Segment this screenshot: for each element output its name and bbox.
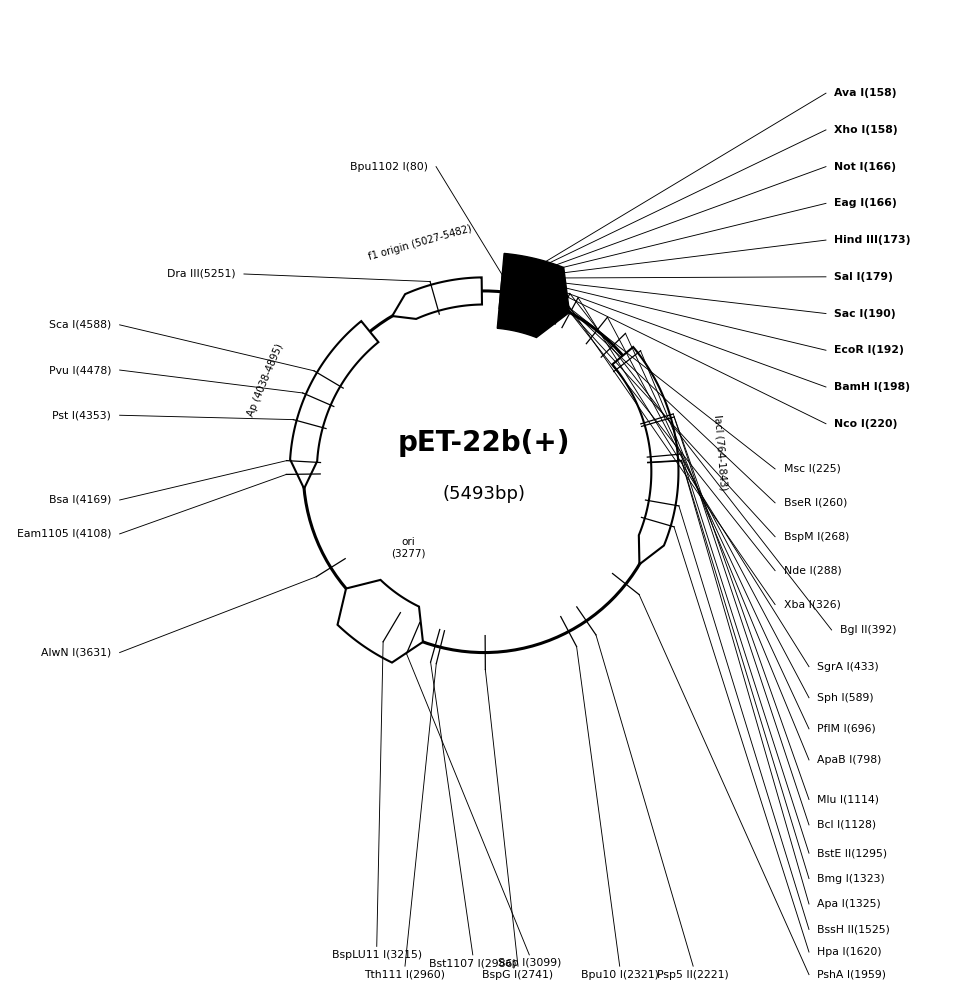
Text: (5493bp): (5493bp) — [442, 485, 525, 503]
Text: BssH II(1525): BssH II(1525) — [817, 924, 890, 934]
Text: BspM I(268): BspM I(268) — [783, 532, 849, 542]
Text: Xho I(158): Xho I(158) — [835, 125, 898, 135]
Text: Bgl II(392): Bgl II(392) — [840, 625, 897, 635]
Text: Apa I(1325): Apa I(1325) — [817, 899, 881, 909]
Text: Bcl I(1128): Bcl I(1128) — [817, 820, 877, 830]
Text: AlwN I(3631): AlwN I(3631) — [41, 648, 111, 658]
Text: Bpu1102 I(80): Bpu1102 I(80) — [350, 162, 428, 172]
Polygon shape — [612, 347, 678, 564]
Text: EcoR I(192): EcoR I(192) — [835, 345, 904, 355]
Text: Hpa I(1620): Hpa I(1620) — [817, 947, 882, 957]
Text: f1 origin (5027-5482): f1 origin (5027-5482) — [368, 224, 473, 262]
Text: PshA I(1959): PshA I(1959) — [817, 970, 886, 980]
Text: Bpu10 I(2321): Bpu10 I(2321) — [581, 970, 659, 980]
Polygon shape — [393, 277, 482, 319]
Text: BseR I(260): BseR I(260) — [783, 498, 847, 508]
Text: Tth111 I(2960): Tth111 I(2960) — [365, 970, 445, 980]
Text: pET-22b(+): pET-22b(+) — [398, 429, 570, 457]
Text: Sap I(3099): Sap I(3099) — [498, 958, 561, 968]
Text: BamH I(198): BamH I(198) — [835, 382, 910, 392]
Text: Ava I(158): Ava I(158) — [835, 88, 897, 98]
Text: Psp5 II(2221): Psp5 II(2221) — [657, 970, 729, 980]
Text: Sph I(589): Sph I(589) — [817, 693, 874, 703]
Text: BspG I(2741): BspG I(2741) — [482, 970, 554, 980]
Text: lacI (764-1843): lacI (764-1843) — [712, 415, 729, 491]
Text: Bmg I(1323): Bmg I(1323) — [817, 874, 885, 884]
Text: Ap (4038-4895): Ap (4038-4895) — [245, 342, 285, 418]
Text: Eag I(166): Eag I(166) — [835, 198, 897, 208]
Text: Bst1107 I(2986): Bst1107 I(2986) — [429, 958, 517, 968]
Text: Sac I(190): Sac I(190) — [835, 309, 896, 319]
Text: Msc I(225): Msc I(225) — [783, 464, 840, 474]
Text: Hind III(173): Hind III(173) — [835, 235, 911, 245]
Text: Nco I(220): Nco I(220) — [835, 419, 898, 429]
Polygon shape — [498, 253, 569, 338]
Text: Sca I(4588): Sca I(4588) — [49, 320, 111, 330]
Text: Pst I(4353): Pst I(4353) — [53, 410, 111, 420]
Text: Pvu I(4478): Pvu I(4478) — [49, 365, 111, 375]
Text: BspLU11 I(3215): BspLU11 I(3215) — [331, 950, 422, 960]
Text: SgrA I(433): SgrA I(433) — [817, 662, 880, 672]
Text: Dra III(5251): Dra III(5251) — [167, 269, 236, 279]
Text: Mlu I(1114): Mlu I(1114) — [817, 794, 880, 804]
Polygon shape — [290, 321, 378, 489]
Text: BstE II(1295): BstE II(1295) — [817, 848, 887, 858]
Text: Bsa I(4169): Bsa I(4169) — [49, 495, 111, 505]
Text: Nde I(288): Nde I(288) — [783, 566, 841, 576]
Text: Sal I(179): Sal I(179) — [835, 272, 893, 282]
Text: Eam1105 I(4108): Eam1105 I(4108) — [16, 529, 111, 539]
Text: Not I(166): Not I(166) — [835, 162, 897, 172]
Text: PflM I(696): PflM I(696) — [817, 724, 876, 734]
Text: ori
(3277): ori (3277) — [392, 537, 426, 559]
Text: ApaB I(798): ApaB I(798) — [817, 755, 881, 765]
Polygon shape — [337, 580, 423, 663]
Text: Xba I(326): Xba I(326) — [783, 600, 840, 610]
